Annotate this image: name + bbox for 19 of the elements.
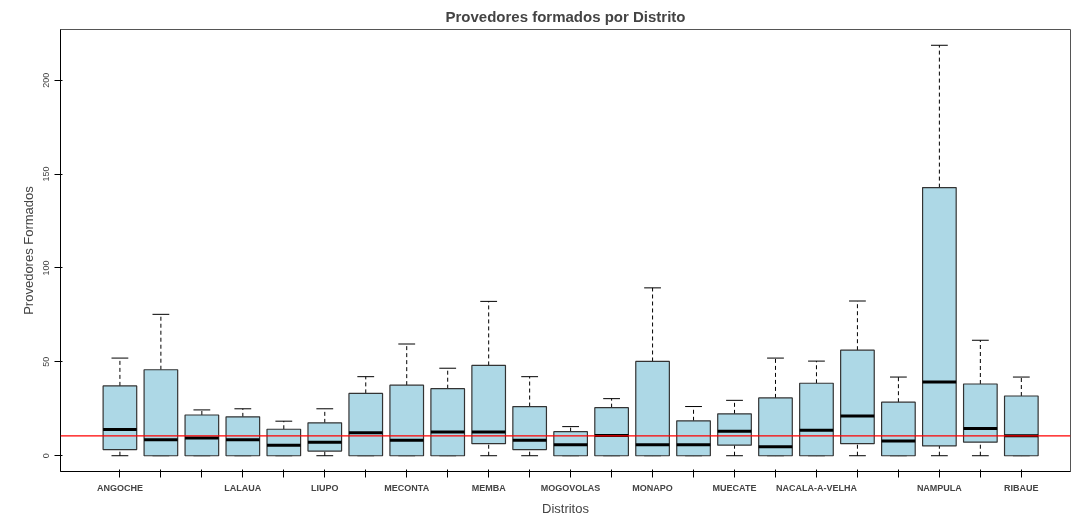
x-tick-label: MEMBA (471, 482, 507, 493)
y-tick-label: 150 (41, 166, 52, 182)
x-tick-label: ANGOCHE (96, 482, 143, 493)
y-tick-label: 0 (41, 453, 52, 459)
x-tick-label: MONAPO (632, 482, 673, 493)
x-tick-label: RIBAUE (1004, 482, 1039, 493)
x-tick-label: NACALA-A-VELHA (775, 482, 858, 493)
y-tick-label: 200 (41, 72, 52, 88)
x-tick-label: MOGOVOLAS (540, 482, 601, 493)
x-tick-label: LALAUA (224, 482, 262, 493)
y-tick-label: 100 (41, 260, 52, 276)
x-axis-title: Distritos (542, 500, 590, 516)
x-tick-label: MUECATE (712, 482, 757, 493)
y-axis-title: Provedores Formados (20, 185, 36, 315)
chart-title: Provedores formados por Distrito (445, 7, 686, 25)
x-tick-label: LIUPO (311, 482, 339, 493)
y-tick-label: 50 (41, 356, 52, 367)
x-tick-label: MECONTA (384, 482, 430, 493)
x-tick-label: NAMPULA (916, 482, 963, 493)
